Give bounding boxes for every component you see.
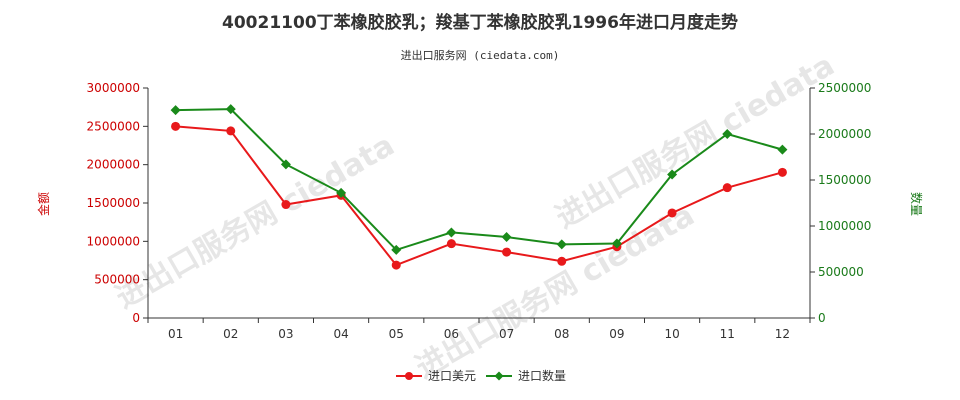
x-tick-label: 09 [609, 327, 624, 341]
y-left-tick-label: 3000000 [87, 81, 140, 95]
data-point-quantity [722, 129, 733, 139]
legend-label: 进口美元 [428, 369, 476, 383]
y-axis-left-label: 金额 [36, 192, 51, 216]
data-point-amount [171, 121, 181, 131]
x-tick-label: 06 [444, 327, 459, 341]
x-tick-label: 11 [720, 327, 735, 341]
y-left-tick-label: 0 [132, 311, 140, 325]
data-point-quantity [777, 144, 788, 155]
data-point-amount [446, 239, 456, 249]
data-point-amount [777, 167, 787, 177]
legend-marker [405, 372, 413, 380]
x-tick-label: 08 [554, 327, 569, 341]
y-left-tick-label: 2500000 [87, 119, 140, 133]
x-tick-label: 03 [278, 327, 293, 341]
data-point-quantity [667, 169, 678, 180]
legend-marker [494, 371, 504, 381]
axes: 0 500000 1000000 1500000 2000000 2500000 30000… [36, 81, 924, 341]
data-point-amount [226, 126, 236, 136]
data-point-quantity [446, 227, 457, 238]
data-point-amount [502, 247, 512, 257]
legend: 进口美元 进口数量 [396, 368, 566, 383]
chart-subtitle: 进出口服务网 (ciedata.com) [400, 49, 560, 62]
data-point-amount [667, 208, 677, 218]
data-point-amount [391, 260, 401, 270]
data-point-quantity [170, 105, 181, 116]
y-left-tick-label: 2000000 [87, 158, 140, 172]
data-point-quantity [391, 244, 402, 255]
y-right-tick-label: 500000 [818, 265, 864, 279]
series-line-amount [175, 125, 783, 267]
y-right-tick-label: 1500000 [818, 173, 871, 187]
x-tick-label: 07 [499, 327, 514, 341]
y-left-tick-label: 1000000 [87, 234, 140, 248]
y-right-tick-label: 2000000 [818, 127, 871, 141]
x-tick-label: 02 [223, 327, 238, 341]
data-point-quantity [225, 104, 236, 115]
y-left-tick-label: 1500000 [87, 196, 140, 210]
x-tick-label: 04 [333, 327, 348, 341]
y-axis-right-label: 数量 [909, 192, 924, 216]
x-tick-label: 10 [664, 327, 679, 341]
y-right-tick-label: 2500000 [818, 81, 871, 95]
x-tick-label: 12 [775, 327, 790, 341]
y-right-tick-label: 0 [818, 311, 826, 325]
y-right-tick-label: 1000000 [818, 219, 871, 233]
data-point-amount [557, 256, 567, 266]
data-point-quantity [280, 159, 291, 170]
y-left-tick-label: 500000 [94, 273, 140, 287]
series-line-quantity [175, 108, 783, 252]
legend-label: 进口数量 [518, 368, 566, 383]
data-point-amount [722, 183, 732, 193]
watermark-text: 进出口服务网 ciedata [550, 48, 840, 236]
data-point-quantity [336, 187, 347, 198]
watermark-text: 进出口服务网 ciedata [110, 128, 400, 316]
data-point-amount [281, 200, 291, 210]
data-point-quantity [556, 239, 567, 250]
data-point-quantity [611, 238, 622, 249]
data-point-quantity [501, 232, 512, 243]
x-tick-label: 05 [389, 327, 404, 341]
x-tick-label: 01 [168, 327, 183, 341]
watermark-text: 进出口服务网 ciedata [410, 198, 700, 386]
chart-title: 40021100丁苯橡胶胶乳；羧基丁苯橡胶胶乳1996年进口月度走势 [222, 13, 738, 33]
series-layer [170, 104, 788, 270]
